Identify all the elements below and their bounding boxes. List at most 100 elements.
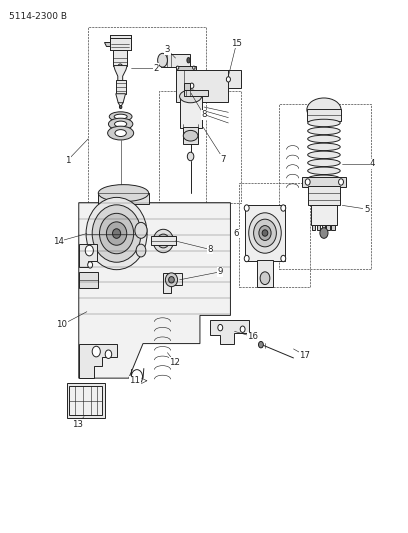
Circle shape — [244, 205, 249, 211]
Circle shape — [118, 64, 123, 70]
Ellipse shape — [109, 112, 132, 122]
Text: 14: 14 — [53, 237, 64, 246]
Bar — [326, 224, 330, 230]
Text: 12: 12 — [169, 358, 180, 367]
Ellipse shape — [86, 197, 147, 270]
Circle shape — [339, 179, 344, 185]
Polygon shape — [116, 94, 126, 103]
Ellipse shape — [308, 127, 340, 135]
Circle shape — [281, 205, 286, 211]
Text: 1: 1 — [65, 156, 71, 165]
Polygon shape — [175, 70, 241, 102]
Bar — [317, 224, 320, 230]
Ellipse shape — [307, 98, 341, 122]
Bar — [180, 96, 202, 128]
Text: 5: 5 — [364, 205, 369, 214]
Circle shape — [259, 342, 264, 348]
Polygon shape — [210, 320, 249, 344]
Bar — [310, 205, 337, 224]
Ellipse shape — [165, 273, 177, 287]
Circle shape — [244, 255, 249, 262]
Polygon shape — [114, 66, 127, 82]
Circle shape — [136, 244, 146, 257]
Circle shape — [120, 106, 122, 109]
Circle shape — [260, 272, 270, 285]
Ellipse shape — [308, 167, 340, 174]
Ellipse shape — [157, 234, 169, 248]
Bar — [312, 224, 315, 230]
Ellipse shape — [187, 58, 190, 63]
Circle shape — [320, 228, 328, 238]
Ellipse shape — [153, 229, 173, 253]
Circle shape — [105, 350, 112, 359]
Circle shape — [85, 245, 93, 256]
Circle shape — [176, 66, 179, 69]
Bar — [308, 185, 340, 205]
Ellipse shape — [169, 277, 174, 283]
Bar — [67, 383, 105, 418]
Bar — [183, 127, 198, 144]
Ellipse shape — [308, 151, 340, 159]
Ellipse shape — [249, 213, 281, 253]
Circle shape — [281, 255, 286, 262]
Bar — [279, 104, 371, 269]
Polygon shape — [79, 344, 117, 378]
Bar — [159, 91, 241, 203]
Bar — [184, 90, 208, 96]
Text: 7: 7 — [221, 155, 226, 164]
Bar — [322, 224, 325, 230]
Text: 8: 8 — [201, 110, 207, 119]
Circle shape — [135, 222, 147, 238]
Ellipse shape — [160, 238, 166, 244]
Ellipse shape — [308, 159, 340, 166]
Circle shape — [305, 179, 310, 185]
Polygon shape — [79, 244, 98, 266]
Circle shape — [193, 66, 195, 69]
Ellipse shape — [115, 121, 127, 127]
Text: 8: 8 — [207, 245, 213, 254]
Ellipse shape — [308, 119, 340, 127]
Ellipse shape — [308, 135, 340, 143]
Ellipse shape — [100, 213, 134, 254]
Bar — [69, 386, 102, 415]
Bar — [161, 54, 190, 67]
Ellipse shape — [98, 184, 149, 201]
Circle shape — [190, 83, 194, 88]
Circle shape — [240, 326, 245, 333]
Bar — [175, 66, 196, 70]
Polygon shape — [184, 83, 190, 90]
Bar — [245, 205, 285, 261]
Bar — [113, 50, 127, 66]
Circle shape — [226, 77, 231, 82]
Bar — [151, 236, 175, 245]
Circle shape — [92, 346, 100, 357]
Ellipse shape — [106, 222, 127, 245]
Ellipse shape — [114, 114, 127, 119]
Ellipse shape — [157, 53, 167, 67]
Polygon shape — [163, 273, 182, 293]
Text: 10: 10 — [56, 320, 67, 329]
Text: 11: 11 — [129, 376, 140, 385]
Text: 6: 6 — [234, 229, 239, 238]
Text: 4: 4 — [370, 159, 375, 168]
Ellipse shape — [254, 219, 276, 247]
Ellipse shape — [308, 143, 340, 151]
Bar — [331, 224, 335, 230]
Ellipse shape — [113, 229, 121, 238]
Ellipse shape — [115, 130, 126, 136]
Bar — [239, 183, 310, 287]
Text: 5114-2300 B: 5114-2300 B — [9, 12, 67, 21]
Polygon shape — [104, 42, 110, 46]
Text: 3: 3 — [165, 45, 170, 54]
Text: 13: 13 — [73, 420, 84, 429]
Ellipse shape — [308, 175, 340, 182]
Text: 2: 2 — [153, 64, 159, 72]
Polygon shape — [79, 203, 231, 378]
Bar — [98, 193, 149, 204]
Bar — [116, 80, 126, 94]
Text: 16: 16 — [247, 332, 258, 341]
Text: 17: 17 — [299, 351, 310, 360]
Circle shape — [187, 152, 194, 161]
Text: 15: 15 — [231, 39, 242, 48]
Bar — [88, 27, 206, 205]
